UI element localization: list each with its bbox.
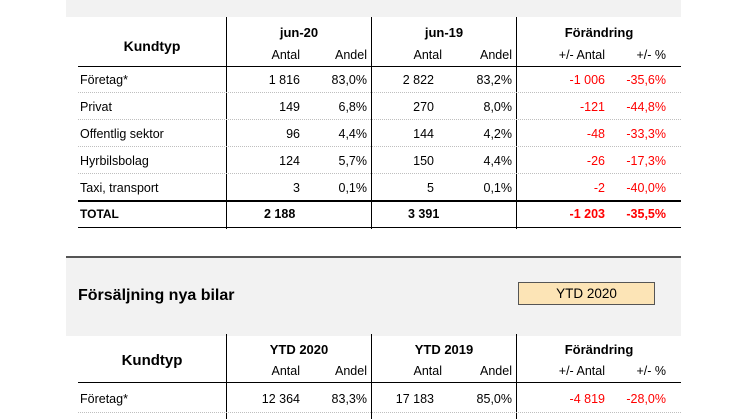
cell-diff-antal: -4 819 xyxy=(569,392,605,406)
header-divider xyxy=(78,382,681,383)
cell-diff-antal: -48 xyxy=(586,127,605,141)
row-label: Företag* xyxy=(80,392,128,406)
cell-a-andel: 5,7% xyxy=(338,154,368,168)
sub-diff-pct: +/- % xyxy=(636,48,666,62)
cell-b-andel: 4,2% xyxy=(483,127,513,141)
sub-antal-a: Antal xyxy=(271,364,301,378)
cell-b-andel: 0,1% xyxy=(483,181,513,195)
total-b-antal: 3 391 xyxy=(408,207,440,221)
sub-antal-a: Antal xyxy=(271,48,301,62)
header-divider xyxy=(78,66,681,67)
cell-a-antal: 1 816 xyxy=(268,73,300,87)
cell-b-andel: 83,2% xyxy=(476,73,512,87)
cell-diff-antal: -121 xyxy=(579,100,605,114)
cell-diff-pct: -40,0% xyxy=(626,181,666,195)
row-label: Taxi, transport xyxy=(80,181,159,195)
row-label: Privat xyxy=(80,100,112,114)
row-label: Hyrbilsbolag xyxy=(80,154,149,168)
header-kundtyp: Kundtyp xyxy=(121,352,183,369)
cell-a-antal: 124 xyxy=(279,154,300,168)
cell-a-andel: 4,4% xyxy=(338,127,368,141)
period-selector[interactable]: YTD 2020 xyxy=(518,282,655,305)
cell-b-antal: 150 xyxy=(413,154,434,168)
header-kundtyp: Kundtyp xyxy=(123,38,181,54)
cell-b-andel: 85,0% xyxy=(476,392,512,406)
sub-antal-b: Antal xyxy=(413,364,443,378)
cell-b-antal: 17 183 xyxy=(395,392,434,406)
header-period-a: jun-20 xyxy=(279,25,319,40)
cell-a-antal: 149 xyxy=(279,100,300,114)
cell-diff-pct: -17,3% xyxy=(626,154,666,168)
cell-diff-pct: -44,8% xyxy=(626,100,666,114)
cell-a-antal: 12 364 xyxy=(261,392,300,406)
cell-diff-pct: -33,3% xyxy=(626,127,666,141)
cell-diff-pct: -28,0% xyxy=(626,392,666,406)
section-title: Försäljning nya bilar xyxy=(78,287,235,304)
cell-diff-antal: -26 xyxy=(586,154,605,168)
row-label: Företag* xyxy=(80,73,128,87)
top-panel-strip xyxy=(66,0,681,17)
cell-a-andel: 83,3% xyxy=(331,392,367,406)
cell-diff-antal: -1 006 xyxy=(569,73,605,87)
sub-andel-b: Andel xyxy=(480,364,512,378)
header-change: Förändring xyxy=(564,342,634,357)
total-diff-antal: -1 203 xyxy=(569,207,605,221)
cell-a-andel: 83,0% xyxy=(331,73,367,87)
sub-diff-pct: +/- % xyxy=(636,364,666,378)
sub-antal-b: Antal xyxy=(413,48,443,62)
cell-a-antal: 3 xyxy=(293,181,300,195)
cell-a-andel: 0,1% xyxy=(338,181,368,195)
header-period-a: YTD 2020 xyxy=(269,342,329,357)
total-diff-pct: -35,5% xyxy=(626,207,666,221)
cell-b-antal: 5 xyxy=(427,181,434,195)
header-change: Förändring xyxy=(564,25,634,40)
cell-b-antal: 144 xyxy=(413,127,434,141)
total-a-antal: 2 188 xyxy=(264,207,296,221)
sub-andel-a: Andel xyxy=(335,48,367,62)
cell-b-andel: 8,0% xyxy=(483,100,513,114)
cell-b-antal: 270 xyxy=(413,100,434,114)
sub-andel-b: Andel xyxy=(480,48,512,62)
header-period-b: YTD 2019 xyxy=(414,342,474,357)
cell-a-andel: 6,8% xyxy=(338,100,368,114)
cell-a-antal: 96 xyxy=(286,127,300,141)
total-label: TOTAL xyxy=(80,207,119,221)
header-period-b: jun-19 xyxy=(424,25,464,40)
sub-diff-antal: +/- Antal xyxy=(558,48,605,62)
cell-b-antal: 2 822 xyxy=(402,73,434,87)
cell-diff-antal: -2 xyxy=(593,181,605,195)
row-label: Offentlig sektor xyxy=(80,127,164,141)
sub-andel-a: Andel xyxy=(335,364,367,378)
sub-diff-antal: +/- Antal xyxy=(558,364,605,378)
cell-diff-pct: -35,6% xyxy=(626,73,666,87)
cell-b-andel: 4,4% xyxy=(483,154,513,168)
